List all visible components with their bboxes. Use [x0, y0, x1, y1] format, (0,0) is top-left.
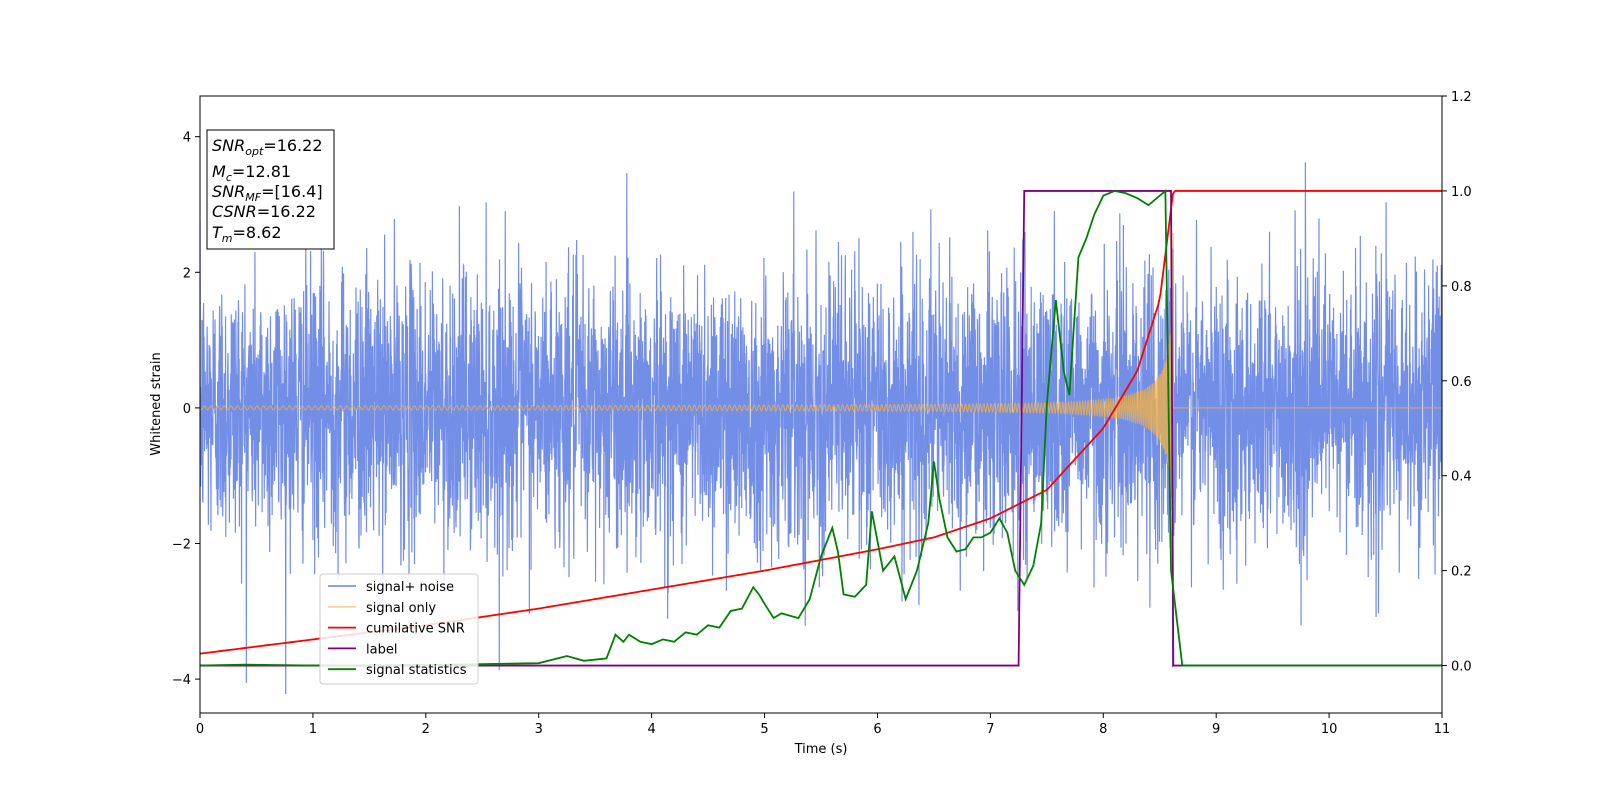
legend: signal+ noise signal only cumilative SNR la… — [319, 573, 479, 685]
y-left-tick-label: 4 — [183, 131, 191, 146]
y-left-tick-label: 0 — [183, 402, 191, 417]
legend-entry: signal statistics — [366, 663, 467, 678]
series-signal-plus-noise — [200, 162, 1442, 695]
x-tick-label: 11 — [1434, 722, 1451, 737]
y-right-tick-label: 0.0 — [1451, 660, 1472, 675]
y-right-tick-label: 1.2 — [1451, 90, 1472, 105]
y-axis-label: Whitened strain — [149, 352, 164, 455]
info-box-row: SNRMF=[16.4] — [212, 182, 323, 204]
x-tick-label: 7 — [986, 722, 994, 737]
y-left-tick-label: 2 — [183, 266, 191, 281]
info-box-row: SNRopt=16.22 — [212, 136, 323, 158]
x-tick-label: 10 — [1321, 722, 1338, 737]
y-right-tick-label: 0.6 — [1451, 375, 1472, 390]
x-tick-label: 3 — [535, 722, 543, 737]
info-box-row: Mc=12.81 — [212, 162, 291, 184]
x-tick-label: 8 — [1099, 722, 1107, 737]
x-tick-label: 5 — [760, 722, 768, 737]
y-right-tick-label: 0.4 — [1451, 470, 1472, 485]
legend-entry: label — [366, 642, 397, 657]
legend-frame — [319, 573, 479, 685]
x-axis-label: Time (s) — [794, 742, 848, 757]
y-right-tick-label: 1.0 — [1451, 185, 1472, 200]
x-tick-label: 6 — [873, 722, 881, 737]
info-box-frame — [206, 129, 335, 250]
x-tick-label: 2 — [422, 722, 430, 737]
plot-frame — [199, 95, 1443, 714]
x-tick-label: 4 — [647, 722, 655, 737]
y-right-tick-label: 0.2 — [1451, 565, 1472, 580]
info-box-row: Tm=8.62 — [212, 223, 282, 245]
legend-entry: cumilative SNR — [366, 622, 465, 637]
y-left-tick-label: −2 — [172, 537, 191, 552]
x-tick-label: 1 — [309, 722, 317, 737]
x-tick-label: 9 — [1212, 722, 1220, 737]
info-box: SNRopt=16.22 Mc=12.81SNRMF=[16.4]CSNR=16.… — [206, 129, 335, 250]
legend-entry: signal+ noise — [366, 580, 454, 595]
y-left-tick-label: −4 — [172, 673, 191, 688]
series-signal-only — [200, 233, 1442, 555]
x-tick-label: 0 — [196, 722, 204, 737]
y-right-tick-label: 0.8 — [1451, 280, 1472, 295]
series-signal-statistics — [200, 189, 1442, 667]
info-box-row: CSNR=16.22 — [212, 202, 316, 221]
legend-entry: signal only — [366, 601, 436, 616]
